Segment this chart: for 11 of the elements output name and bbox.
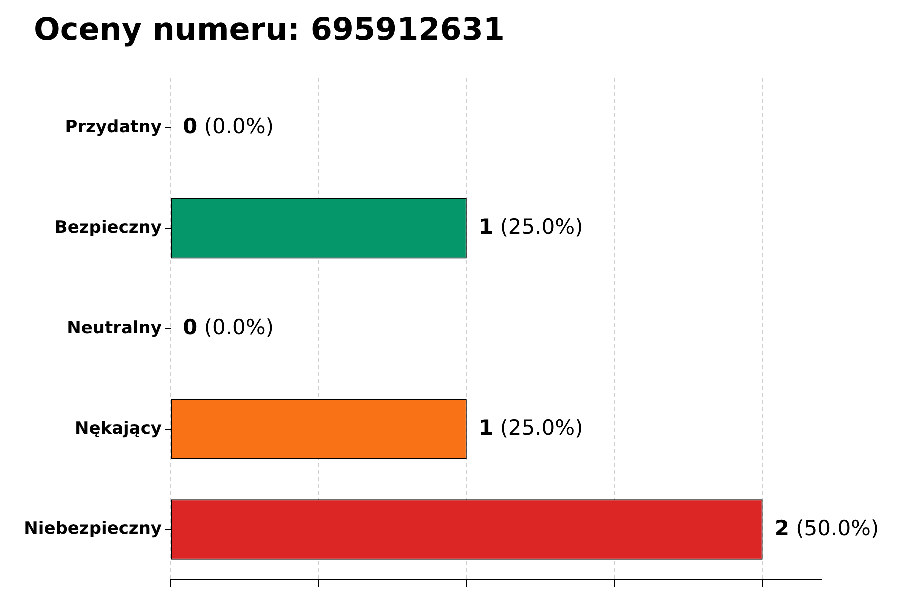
y-tick-label: Niebezpieczny — [24, 519, 162, 540]
y-tick-label: Nękający — [75, 418, 162, 439]
chart-title: Oceny numeru: 695912631 — [34, 11, 505, 49]
y-tick-label: Przydatny — [65, 118, 162, 138]
data-label: 0 (0.0%) — [183, 315, 274, 340]
data-label: 2 (50.0%) — [774, 516, 880, 540]
y-tick-label: Bezpieczny — [54, 218, 162, 238]
data-label: 0 (0.0%) — [183, 114, 274, 139]
data-label: 1 (25.0%) — [478, 215, 584, 240]
data-label: 1 (25.0%) — [478, 416, 584, 440]
y-tick-label: Neutralny — [67, 318, 162, 338]
